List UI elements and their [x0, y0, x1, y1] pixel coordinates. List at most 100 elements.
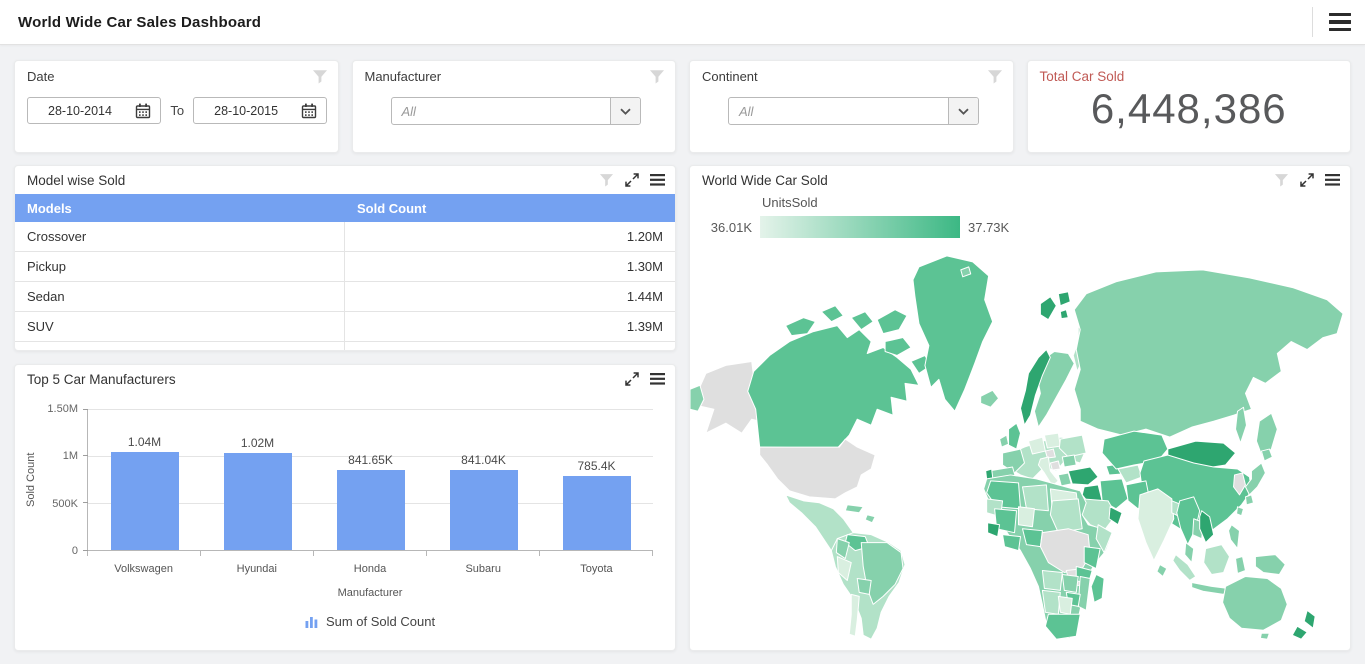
region-philippines[interactable] — [1228, 524, 1240, 550]
region-arctic-island[interactable] — [850, 311, 874, 331]
date-to-field[interactable] — [193, 97, 328, 124]
maximize-icon[interactable] — [625, 173, 639, 187]
table-row[interactable]: SUV 1.39M — [15, 312, 675, 342]
region-guinea[interactable] — [987, 522, 1001, 538]
region-mozambique[interactable] — [1077, 575, 1091, 611]
region-japan[interactable] — [1244, 462, 1266, 496]
region-vietnam[interactable] — [1199, 510, 1215, 544]
region-norway[interactable] — [1020, 349, 1051, 426]
region-sri-lanka[interactable] — [1156, 564, 1168, 577]
region-svalbard[interactable] — [1059, 309, 1069, 320]
filter-icon[interactable] — [649, 69, 665, 84]
region-taiwan[interactable] — [1236, 506, 1244, 517]
region-hispaniola[interactable] — [864, 514, 876, 524]
region-madagascar[interactable] — [1090, 573, 1105, 603]
region-sakhalin[interactable] — [1235, 406, 1247, 444]
region-malaysia[interactable] — [1184, 542, 1195, 564]
region-ghana[interactable] — [1002, 534, 1021, 552]
region-ireland[interactable] — [999, 434, 1010, 448]
region-south-africa[interactable] — [1044, 613, 1081, 640]
region-botswana[interactable] — [1057, 595, 1073, 615]
region-java[interactable] — [1191, 581, 1229, 595]
menu-icon[interactable] — [650, 373, 665, 385]
region-baffin[interactable] — [876, 309, 908, 335]
region-poland[interactable] — [1043, 432, 1061, 449]
bar-subaru[interactable] — [449, 470, 518, 550]
region-arctic-island[interactable] — [785, 317, 816, 337]
region-czech[interactable] — [1044, 448, 1056, 459]
region-usa[interactable] — [759, 438, 876, 500]
region-somalia[interactable] — [1095, 524, 1113, 554]
region-myanmar-thailand[interactable] — [1176, 496, 1201, 546]
region-angola[interactable] — [1041, 570, 1063, 591]
continent-select[interactable]: All — [728, 97, 979, 125]
calendar-icon[interactable] — [298, 100, 320, 122]
manufacturer-select[interactable]: All — [390, 97, 641, 125]
region-svalbard[interactable] — [1039, 296, 1057, 321]
date-to-input[interactable] — [194, 103, 299, 118]
region-romania[interactable] — [1061, 454, 1077, 468]
filter-icon[interactable] — [987, 69, 1003, 84]
world-map[interactable] — [690, 242, 1350, 647]
region-new-zealand[interactable] — [1291, 625, 1308, 640]
region-tasmania[interactable] — [1259, 632, 1270, 640]
region-libya[interactable] — [1021, 484, 1049, 512]
region-baffin[interactable] — [884, 337, 912, 356]
region-france[interactable] — [1002, 448, 1025, 474]
chevron-down-icon[interactable] — [610, 98, 640, 124]
region-niger[interactable] — [1018, 506, 1035, 528]
table-row[interactable]: Pickup 1.30M — [15, 252, 675, 282]
maximize-icon[interactable] — [1300, 173, 1314, 187]
region-zambia[interactable] — [1061, 573, 1079, 593]
column-header-models[interactable]: Models — [27, 200, 72, 216]
app-menu-button[interactable] — [1329, 13, 1351, 31]
region-iceland[interactable] — [980, 389, 1000, 408]
menu-icon[interactable] — [650, 174, 665, 186]
chart-legend-item[interactable]: Sum of Sold Count — [87, 614, 653, 629]
region-new-guinea[interactable] — [1254, 554, 1286, 575]
region-italy[interactable] — [1037, 456, 1059, 487]
region-namibia[interactable] — [1041, 589, 1061, 615]
region-russia[interactable] — [1073, 269, 1344, 438]
region-borneo[interactable] — [1203, 544, 1231, 575]
region-kyushu[interactable] — [1244, 494, 1254, 506]
region-peru[interactable] — [836, 556, 852, 581]
region-alaska[interactable] — [695, 360, 769, 434]
bar-toyota[interactable] — [562, 475, 631, 550]
bar-hyundai[interactable] — [223, 453, 292, 550]
region-greece[interactable] — [1057, 472, 1072, 487]
region-cuba[interactable] — [844, 504, 864, 514]
filter-icon[interactable] — [312, 69, 328, 84]
region-colombia[interactable] — [835, 538, 850, 560]
region-oman[interactable] — [1108, 506, 1123, 526]
region-new-zealand[interactable] — [1303, 609, 1316, 629]
column-header-sold-count[interactable]: Sold Count — [357, 200, 427, 216]
region-sulawesi[interactable] — [1235, 556, 1246, 574]
region-chukotka[interactable] — [690, 384, 705, 412]
region-arctic-island[interactable] — [820, 305, 844, 323]
region-hokkaido[interactable] — [1260, 448, 1273, 462]
region-greenland[interactable] — [912, 255, 994, 412]
region-australia[interactable] — [1222, 575, 1288, 631]
region-india[interactable] — [1137, 488, 1175, 562]
region-turkey[interactable] — [1067, 466, 1099, 486]
region-mali[interactable] — [994, 508, 1018, 534]
region-balkans[interactable] — [1049, 460, 1061, 471]
chevron-down-icon[interactable] — [947, 98, 978, 124]
region-brazil[interactable] — [860, 542, 904, 605]
region-kenya[interactable] — [1083, 546, 1101, 570]
region-uk[interactable] — [1008, 422, 1021, 450]
bar-honda[interactable] — [336, 470, 405, 550]
bar-volkswagen[interactable] — [110, 451, 179, 550]
region-svalbard[interactable] — [1057, 291, 1071, 307]
date-from-field[interactable] — [27, 97, 162, 124]
region-jan-mayen[interactable] — [960, 266, 972, 278]
table-row[interactable]: Sedan 1.44M — [15, 282, 675, 312]
date-from-input[interactable] — [28, 103, 132, 118]
calendar-icon[interactable] — [132, 100, 154, 122]
region-chile[interactable] — [848, 593, 860, 637]
region-korea[interactable] — [1233, 472, 1246, 496]
filter-icon[interactable] — [599, 173, 614, 187]
region-ukraine[interactable] — [1058, 434, 1087, 458]
menu-icon[interactable] — [1325, 174, 1340, 186]
